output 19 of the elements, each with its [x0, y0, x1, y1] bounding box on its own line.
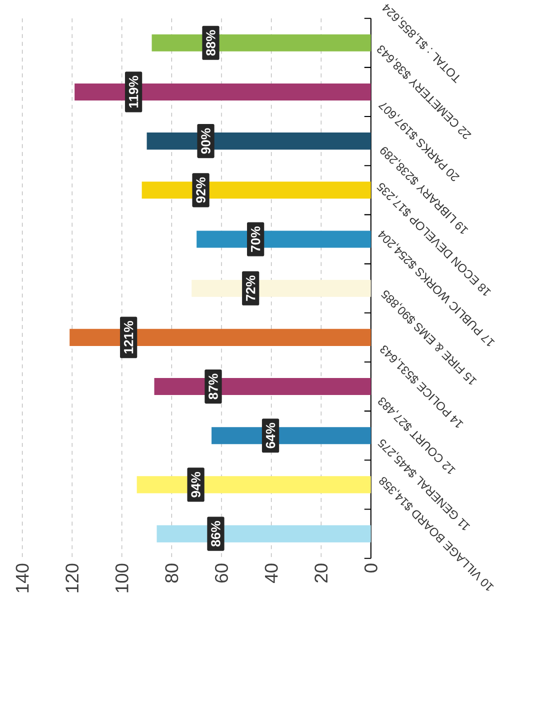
- data-label: 86%: [210, 521, 220, 547]
- data-label: 92%: [196, 177, 206, 203]
- data-label: 94%: [191, 472, 200, 498]
- x-tick-label: 120: [65, 564, 78, 592]
- data-label: 64%: [266, 422, 275, 448]
- data-label: 90%: [200, 128, 210, 154]
- x-tick-label: 40: [264, 564, 278, 583]
- data-label: 119%: [128, 76, 138, 108]
- data-label: 87%: [208, 374, 218, 400]
- x-tick-label: 20: [314, 564, 328, 582]
- x-tick-label: 60: [214, 564, 228, 582]
- data-label: 88%: [206, 30, 216, 56]
- x-tick-label: 0: [364, 564, 378, 572]
- data-label: 70%: [250, 226, 260, 252]
- data-label: 72%: [246, 276, 256, 301]
- data-label: 121%: [124, 321, 134, 354]
- x-tick-label: 140: [16, 564, 29, 592]
- x-tick-label: 100: [115, 564, 128, 592]
- x-tick-label: 80: [165, 564, 178, 583]
